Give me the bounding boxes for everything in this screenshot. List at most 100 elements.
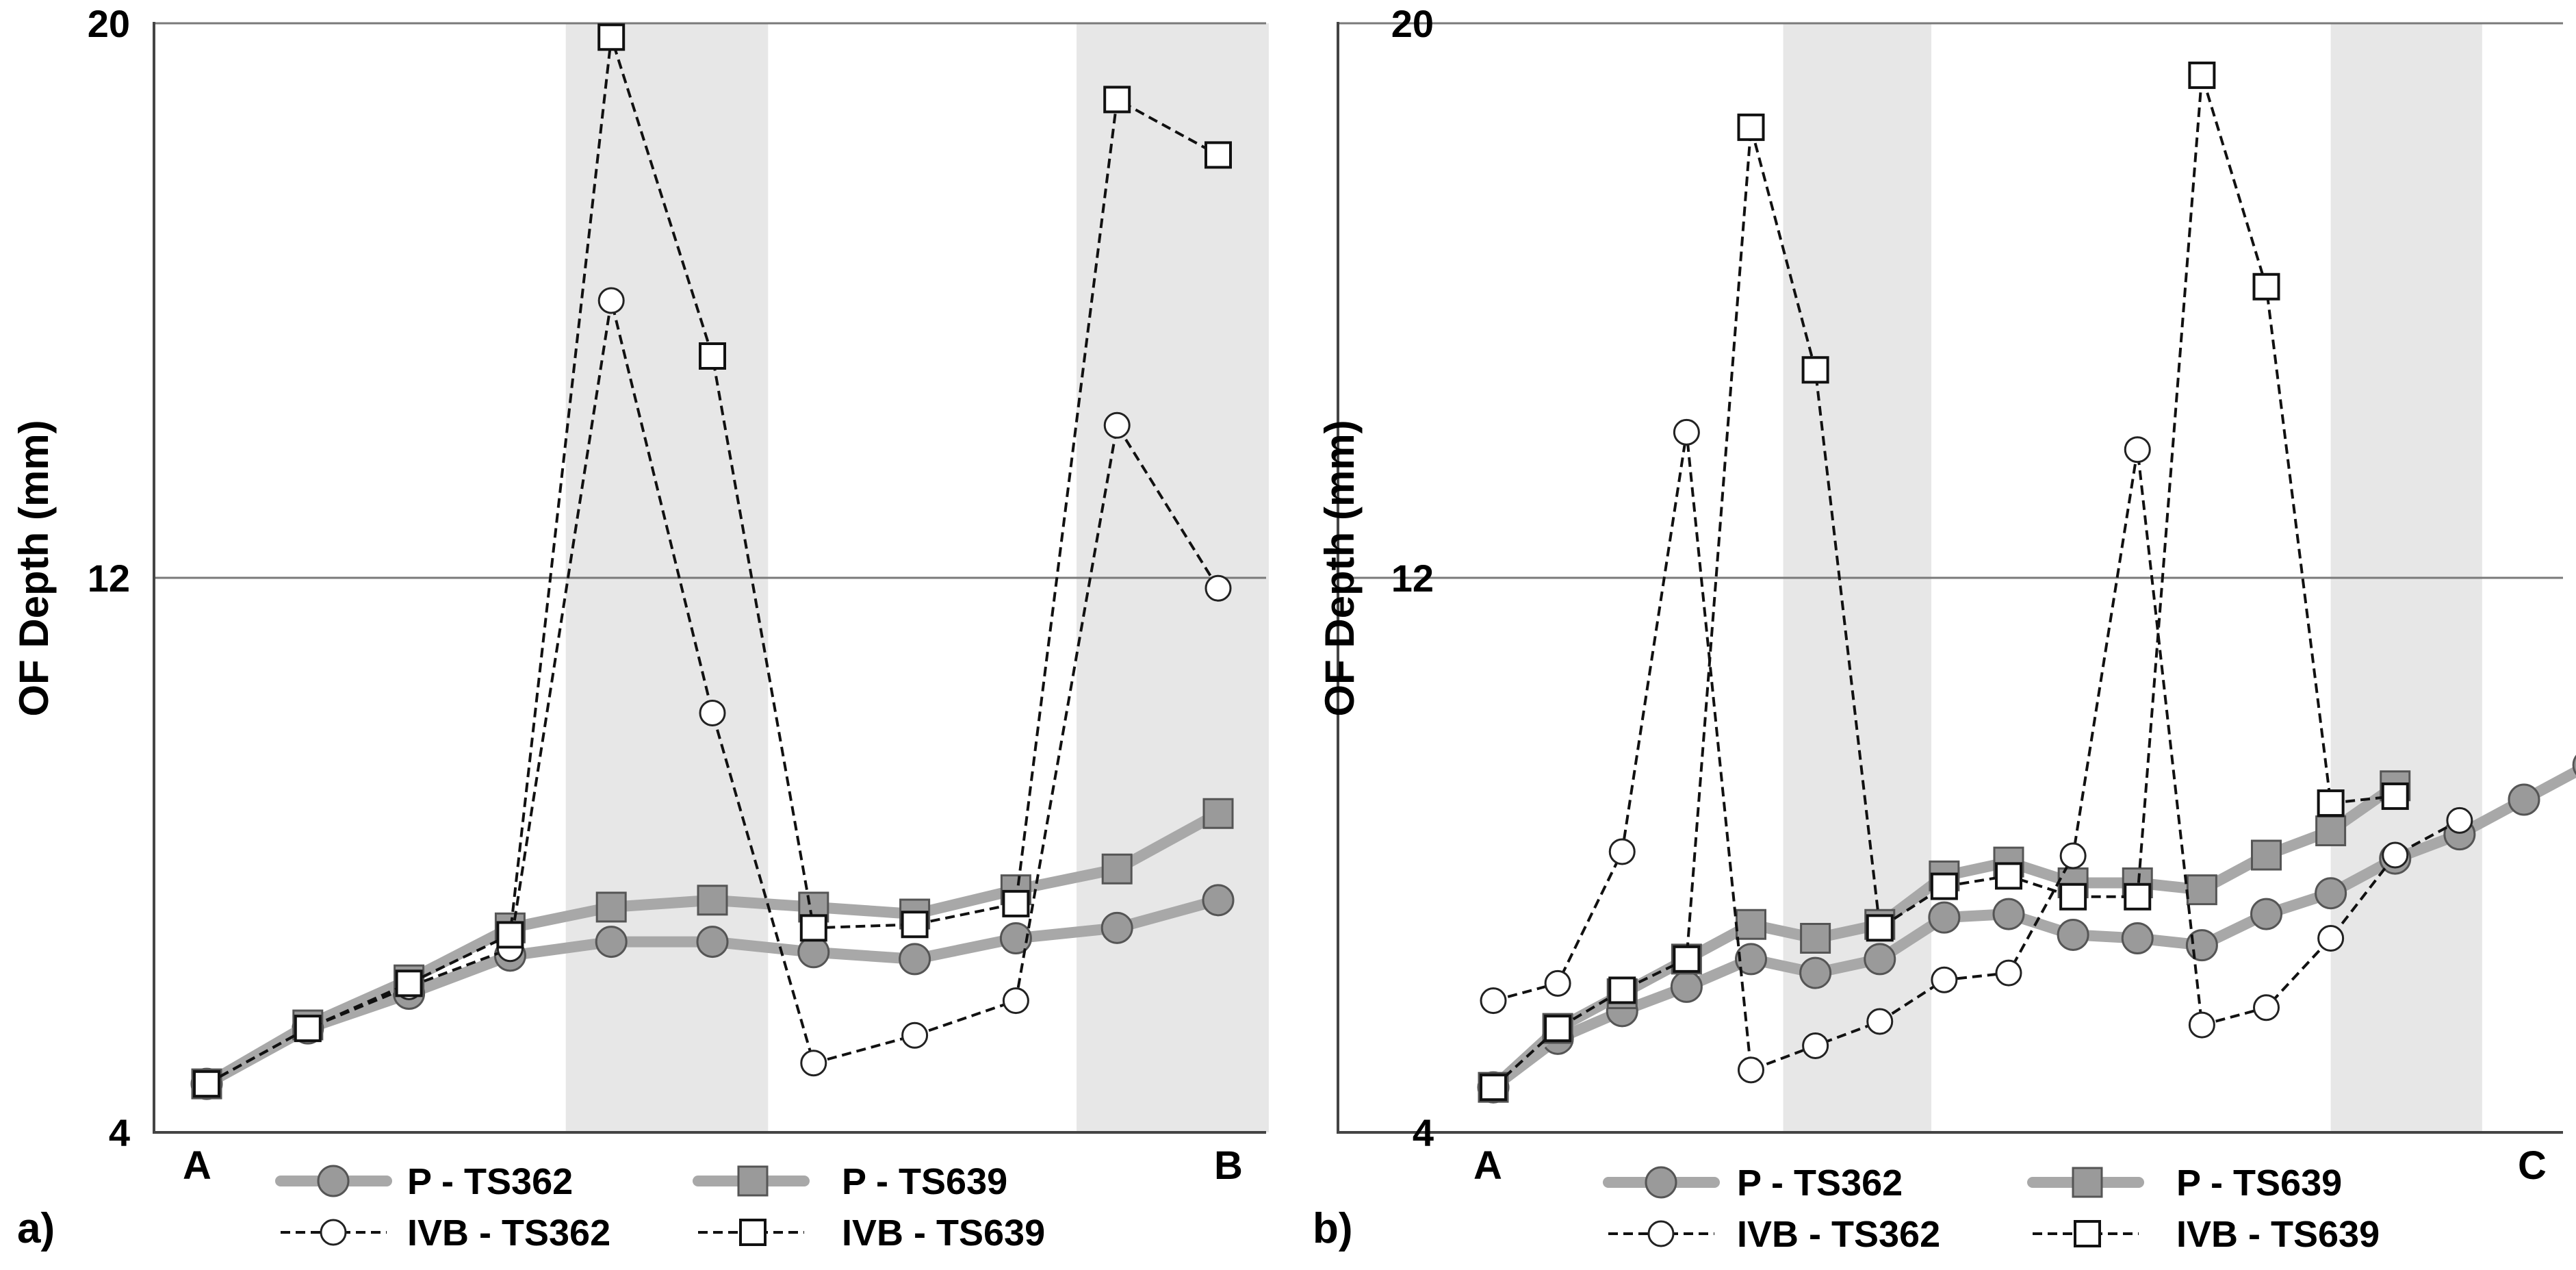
- data-point-13: [2251, 839, 2282, 871]
- data-point-10: [2059, 882, 2087, 911]
- data-point-4: [496, 921, 524, 949]
- data-point-14: [2317, 925, 2345, 952]
- data-point-15: [2382, 841, 2409, 869]
- data-point-6: [699, 699, 726, 726]
- series-line: [206, 36, 1219, 1085]
- data-point-5: [597, 23, 626, 51]
- data-point-13: [2252, 272, 2280, 301]
- data-point-7: [797, 936, 830, 969]
- data-point-9: [999, 922, 1032, 954]
- data-point-1: [1480, 987, 1507, 1015]
- chart-panel-2: 4 12 20 OF Depth (mm) A Cb) P - TS362 P - TS639…: [1313, 2, 2576, 1255]
- data-point-10: [1103, 86, 1131, 114]
- data-point-8: [1928, 901, 1961, 934]
- data-point-14: [2315, 877, 2347, 910]
- legend-label: P - TS639: [842, 1161, 1007, 1202]
- data-point-11: [2124, 436, 2151, 463]
- legend-item-2: P - TS639: [2027, 1163, 2342, 1204]
- data-point-12: [2188, 1011, 2215, 1039]
- data-point-10: [2059, 842, 2087, 869]
- data-point-8: [901, 1021, 929, 1049]
- data-point-10: [1103, 411, 1131, 439]
- data-point-17: [2508, 783, 2540, 816]
- panel-label: b): [1313, 1205, 1353, 1252]
- data-point-12: [2188, 61, 2216, 89]
- series-ivb-ts639: [193, 23, 1232, 1098]
- data-point-9: [1002, 987, 1029, 1015]
- data-point-11: [1202, 884, 1235, 917]
- legend-marker: [2074, 1220, 2101, 1247]
- legend-marker: [1645, 1166, 1677, 1199]
- data-point-18: [2572, 754, 2576, 776]
- legend-marker: [317, 1165, 350, 1197]
- x-endpoint-label-end: C: [2518, 1143, 2547, 1188]
- data-point-3: [1608, 838, 1636, 865]
- legend-item-4: IVB - TS639: [698, 1212, 1045, 1254]
- series-ivb-ts639: [1480, 61, 2409, 1102]
- data-point-4: [1673, 418, 1700, 446]
- data-point-2: [1544, 969, 1571, 997]
- data-point-13: [2250, 898, 2282, 930]
- data-point-8: [1931, 966, 1958, 993]
- data-point-7: [1864, 943, 1896, 976]
- data-point-7: [799, 914, 827, 942]
- data-point-1: [193, 1070, 220, 1098]
- y-tick-label-20: 20: [88, 2, 130, 45]
- legend-marker: [737, 1165, 769, 1197]
- data-point-6: [696, 926, 729, 958]
- data-point-5: [1737, 113, 1765, 141]
- y-tick-label-20: 20: [1391, 2, 1434, 45]
- data-point-8: [901, 911, 929, 939]
- data-point-2: [1544, 1015, 1572, 1043]
- chart-panel-1: 4 12 20 OF Depth (mm) A Ba) P - TS362 P - TS639…: [11, 2, 1269, 1254]
- legend-item-1: P - TS362: [1603, 1163, 1903, 1204]
- data-point-9: [1995, 959, 2022, 987]
- series-line: [1492, 75, 2396, 1089]
- series-line: [1493, 432, 2460, 1072]
- data-point-5: [595, 891, 627, 923]
- data-point-9: [1995, 862, 2022, 890]
- data-point-10: [1101, 853, 1133, 885]
- legend-label: P - TS362: [1737, 1163, 1903, 1204]
- y-axis-title: OF Depth (mm): [1317, 420, 1363, 716]
- x-endpoint-label-start: A: [183, 1143, 211, 1188]
- data-point-11: [2124, 882, 2152, 911]
- data-point-6: [699, 342, 726, 370]
- y-tick-label-12: 12: [88, 557, 130, 600]
- data-point-15: [2381, 782, 2409, 810]
- data-point-9: [1992, 898, 2025, 930]
- data-point-8: [1930, 872, 1958, 900]
- series-p-ts362: [1477, 754, 2576, 1104]
- data-point-6: [1799, 956, 1832, 989]
- legend-marker: [1647, 1220, 1675, 1247]
- data-point-5: [1738, 1056, 1764, 1084]
- data-point-3: [1608, 976, 1636, 1004]
- data-point-11: [2121, 922, 2154, 954]
- y-axis-title: OF Depth (mm): [11, 420, 57, 716]
- legend-label: P - TS362: [407, 1161, 573, 1202]
- data-point-16: [2446, 807, 2473, 834]
- data-point-13: [2253, 994, 2280, 1021]
- series-p-ts639: [1478, 770, 2411, 1103]
- series-line: [206, 300, 1220, 1085]
- data-point-10: [1100, 911, 1133, 944]
- data-point-9: [1002, 889, 1030, 917]
- data-point-5: [597, 287, 625, 314]
- legend-item-2: P - TS639: [693, 1161, 1007, 1202]
- x-endpoint-label-end: B: [1214, 1143, 1243, 1188]
- data-point-11: [1202, 798, 1234, 829]
- y-tick-label-4: 4: [1413, 1111, 1434, 1154]
- data-point-4: [1670, 970, 1703, 1003]
- data-point-7: [1866, 1008, 1894, 1035]
- data-point-3: [395, 969, 423, 998]
- data-point-5: [595, 926, 628, 958]
- legend-marker: [739, 1219, 767, 1246]
- data-point-6: [1802, 1032, 1829, 1059]
- legend-label: IVB - TS639: [2176, 1214, 2380, 1255]
- data-point-8: [899, 943, 931, 976]
- series-line: [1488, 780, 2401, 1093]
- data-point-10: [2057, 918, 2089, 951]
- data-point-7: [1866, 914, 1894, 942]
- legend-item-3: IVB - TS362: [1608, 1214, 1940, 1255]
